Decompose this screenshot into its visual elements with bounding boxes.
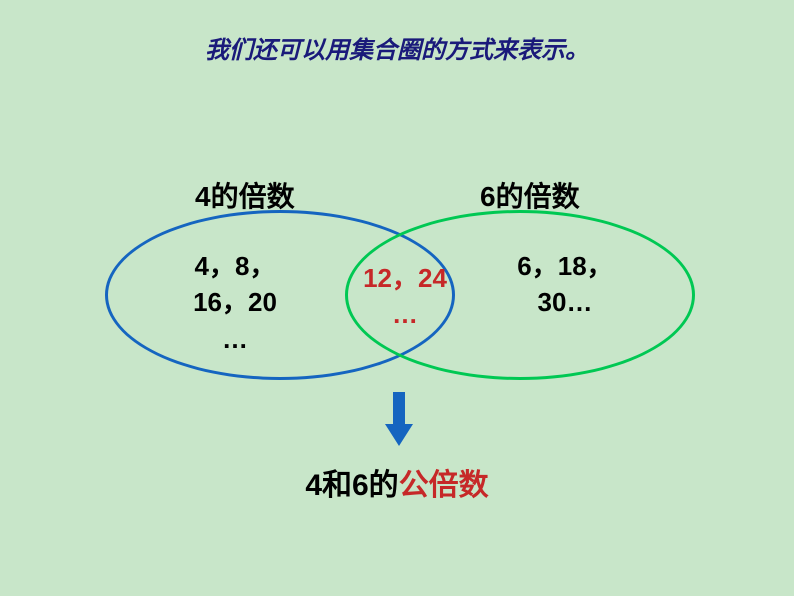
left-line1: 4，8， xyxy=(195,251,276,281)
down-arrow-icon xyxy=(385,392,413,447)
intersection-values: 12，24 … xyxy=(350,260,460,333)
arrow-shaft xyxy=(393,392,405,427)
left-set-label: 4的倍数 xyxy=(195,175,295,215)
left-only-values: 4，8， 16，20 … xyxy=(150,248,320,357)
center-line1: 12，24 xyxy=(363,263,447,293)
venn-diagram: 4，8， 16，20 … 12，24 … 6，18， 30… xyxy=(105,210,705,410)
arrow-head xyxy=(385,424,413,446)
right-line2: 30… xyxy=(538,287,593,317)
right-line1: 6，18， xyxy=(517,251,612,281)
left-line3: … xyxy=(222,324,248,354)
right-only-values: 6，18， 30… xyxy=(475,248,655,321)
conclusion-label: 4和6的公倍数 xyxy=(0,460,794,504)
slide-title: 我们还可以用集合圈的方式来表示。 xyxy=(0,30,794,65)
conclusion-highlight: 公倍数 xyxy=(399,469,489,502)
center-line2: … xyxy=(392,299,418,329)
right-set-label: 6的倍数 xyxy=(480,175,580,215)
conclusion-prefix: 4和6的 xyxy=(305,469,398,502)
left-line2: 16，20 xyxy=(193,287,277,317)
